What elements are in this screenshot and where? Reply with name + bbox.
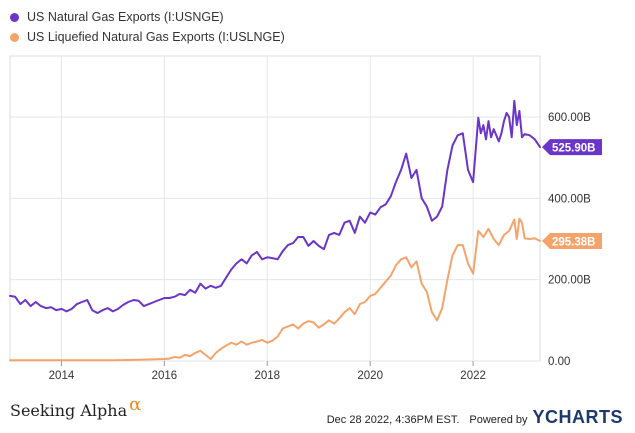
y-tick-label-3: 600.00B [548,112,591,124]
series-lines [9,99,541,362]
last-value-badge-bg-1 [542,233,602,250]
footer-credits: Dec 28 2022, 4:36PM EST. Powered by YCHA… [327,407,623,428]
x-tick-label-1: 2016 [152,370,178,382]
legend: US Natural Gas Exports (I:USNGE) US Liqu… [10,8,285,48]
x-tick-label-4: 2022 [460,370,486,382]
last-value-badge-0: 525.90B [542,139,602,156]
y-tick-label-0: 0.00 [548,356,570,368]
plot-area [9,55,541,362]
legend-item-usnge[interactable]: US Natural Gas Exports (I:USNGE) [10,8,285,26]
last-value-badge-bg-0 [542,139,602,156]
last-value-badges: 525.90B 295.38B [542,139,602,250]
y-tick-label-1: 200.00B [548,275,591,287]
seeking-alpha-logo: Seeking Alpha α [10,394,141,421]
brand-name: Seeking Alpha [10,401,128,420]
x-tick-label-0: 2014 [49,370,75,382]
last-value-badge-1: 295.38B [542,233,602,250]
x-tick-label-2: 2018 [254,370,280,382]
last-value-label-1: 295.38B [552,237,595,249]
legend-dot-uslnge [10,32,19,42]
alpha-mark: α [129,394,142,415]
last-value-label-0: 525.90B [552,143,595,155]
series-line-1 [9,217,541,362]
powered-by-label: Powered by [469,414,528,426]
x-tick-label-3: 2020 [357,370,383,382]
ycharts-logo[interactable]: YCHARTS [532,407,623,427]
legend-label-uslnge: US Liquefied Natural Gas Exports (I:USLN… [27,30,285,44]
series-line-0 [9,99,541,314]
x-axis: 2014 2016 2018 2020 2022 [49,361,486,382]
y-axis: 0.00 200.00B 400.00B 600.00B [548,112,591,368]
legend-label-usnge: US Natural Gas Exports (I:USNGE) [27,10,224,24]
y-tick-label-2: 400.00B [548,193,591,205]
legend-item-uslnge[interactable]: US Liquefied Natural Gas Exports (I:USLN… [10,28,285,46]
grid-lines [10,56,540,362]
legend-dot-usnge [10,12,19,22]
timestamp: Dec 28 2022, 4:36PM EST. [326,414,460,426]
